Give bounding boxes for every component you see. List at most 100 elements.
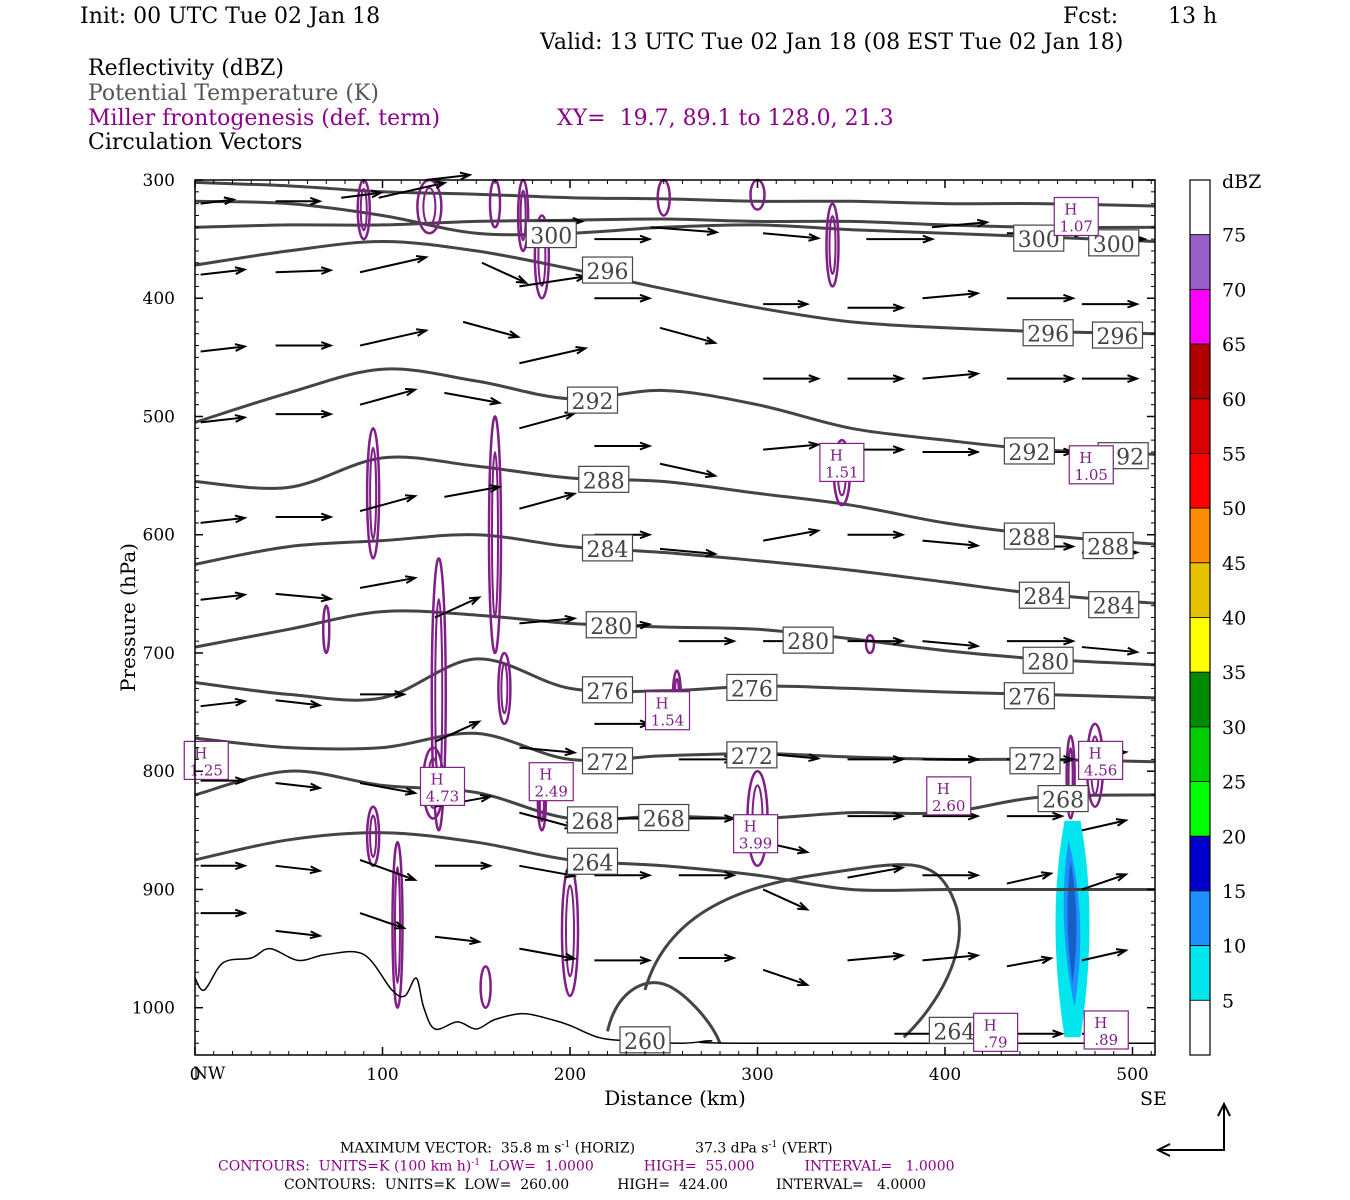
theta-label-296-2: 296 <box>1091 321 1144 350</box>
fronto-max-box-4 <box>733 814 779 854</box>
circulation-vector-41 <box>659 462 718 479</box>
x-end-label-right: SE <box>1140 1088 1167 1110</box>
circulation-vector-53 <box>659 547 718 558</box>
circulation-vector-21 <box>922 289 981 300</box>
circulation-vector-83 <box>200 776 248 786</box>
fronto-max-label-1: H4.73 <box>419 766 466 807</box>
theta-label-284-2-box <box>1088 591 1140 619</box>
circulation-vector-10 <box>931 218 990 229</box>
theta-label-272-1: 272 <box>726 741 778 770</box>
colorbar-segment-10 <box>1189 726 1211 782</box>
fronto-max-h-5: H <box>830 446 843 464</box>
theta-label-272-1-text: 272 <box>731 745 773 770</box>
colorbar-level-30: 30 <box>1222 717 1246 739</box>
circulation-vector-24 <box>200 343 248 353</box>
circulation-vectors <box>200 171 1148 1039</box>
fronto-max-label-8: H1.07 <box>1053 196 1099 237</box>
vector-scale-icon <box>1155 1101 1231 1157</box>
circulation-vector-30 <box>763 374 822 384</box>
circulation-vector-111 <box>519 947 578 962</box>
theta-280-contour <box>194 609 1156 667</box>
fronto-max-h-4: H <box>744 818 757 836</box>
fronto-max-h-3: H <box>656 695 669 713</box>
theta-300-contour <box>194 199 1156 243</box>
theta-label-272-2-box <box>1009 747 1061 775</box>
fronto-max-box-0 <box>183 740 229 780</box>
fronto-max-value-7: .79 <box>984 1033 1008 1051</box>
fronto-max-label-10: H4.56 <box>1078 740 1124 780</box>
circulation-vector-71 <box>200 697 248 708</box>
terrain-layer <box>194 947 1156 1045</box>
theta-label-264-lower-0: 264 <box>928 1016 980 1045</box>
fronto-contour-8 <box>1065 734 1076 820</box>
circulation-vector-55 <box>847 530 906 540</box>
fronto-contour-3 <box>497 651 512 726</box>
fronto-max-value-9: 1.05 <box>1075 466 1108 484</box>
circulation-vector-20 <box>847 303 906 313</box>
circulation-vector-110 <box>434 935 482 946</box>
circulation-vector-112 <box>594 956 653 965</box>
circulation-vector-44 <box>922 447 981 457</box>
circulation-vector-68 <box>922 640 981 650</box>
fronto-max-value-4: 3.99 <box>739 835 772 853</box>
fronto-contour-inner-0 <box>369 446 378 540</box>
field-frontogenesis: Miller frontogenesis (def. term) <box>88 106 441 131</box>
circulation-vector-65 <box>678 636 737 646</box>
theta-label-280-1-box <box>782 626 834 654</box>
theta-label-300-0: 300 <box>525 220 577 250</box>
fronto-contour-inner-5 <box>565 884 575 978</box>
circulation-vector-18 <box>594 293 653 303</box>
circulation-vector-108 <box>275 929 323 940</box>
fronto-max-value-2: 2.49 <box>535 783 568 801</box>
fronto-max-h-1: H <box>431 770 444 788</box>
colorbar-level-10: 10 <box>1222 936 1246 958</box>
axes: 0 100 200 300 400 500 300 400 500 600 700 800 900 100… <box>116 171 1156 1110</box>
circulation-vector-23 <box>1081 299 1140 309</box>
colorbar-level-35: 35 <box>1222 662 1246 684</box>
circulation-vector-85 <box>359 782 418 796</box>
circulation-vector-49 <box>359 494 418 513</box>
circulation-vector-77 <box>678 755 737 764</box>
theta-label-284-2-text: 284 <box>1093 595 1135 620</box>
y-tick-label-800: 800 <box>143 762 175 782</box>
circulation-vector-69 <box>1006 636 1076 646</box>
fronto-max-box-10 <box>1078 740 1124 780</box>
theta-label-272-1-box <box>726 741 778 769</box>
reflectivity-15dbz-0 <box>1067 860 1077 984</box>
circulation-vector-100 <box>594 870 653 880</box>
theta-label-296-0-box <box>581 256 634 284</box>
colorbar-level-70: 70 <box>1222 279 1246 301</box>
circulation-vector-97 <box>359 858 418 881</box>
theta-label-296-2-text: 296 <box>1097 325 1139 350</box>
circulation-vector-115 <box>847 951 906 962</box>
circulation-vector-109 <box>359 912 407 930</box>
theta-label-260-0-text: 260 <box>624 1030 666 1055</box>
colorbar-segment-11 <box>1189 781 1211 837</box>
circulation-vector-79 <box>847 755 906 764</box>
theta-label-260-0: 260 <box>619 1026 671 1055</box>
circulation-vector-113 <box>678 953 737 963</box>
theta-label-300-0-box <box>525 220 577 249</box>
circulation-vector-95 <box>200 861 248 871</box>
theta-label-264-lower-0-box <box>928 1016 980 1044</box>
theta-label-288-2: 288 <box>1082 531 1134 561</box>
circulation-vector-56 <box>922 539 981 550</box>
field-circulation-vectors: Circulation Vectors <box>88 130 303 155</box>
colorbar-level-25: 25 <box>1222 772 1246 794</box>
fronto-max-box-1 <box>419 766 466 807</box>
theta-label-288-0: 288 <box>578 465 630 494</box>
theta-label-300-0-text: 300 <box>530 225 572 250</box>
circulation-vector-94 <box>1081 818 1129 832</box>
y-tick-label-300: 300 <box>143 171 175 191</box>
x-tick-label-0: 0 <box>190 1065 201 1085</box>
fronto-contour-inner-22 <box>369 814 378 858</box>
theta-label-276-0-box <box>581 676 634 704</box>
circulation-vector-118 <box>1081 948 1129 962</box>
theta-label-276-2-box <box>1003 682 1055 710</box>
fronto-max-h-6: H <box>937 780 950 798</box>
x-tick-label-200: 200 <box>554 1065 586 1085</box>
theta-276-contour <box>194 657 1156 702</box>
valid-time: Valid: 13 UTC Tue 02 Jan 18 (08 EST Tue … <box>540 30 1124 55</box>
theta-label-268-1: 268 <box>638 803 690 833</box>
theta-label-272-2-text: 272 <box>1014 751 1056 776</box>
